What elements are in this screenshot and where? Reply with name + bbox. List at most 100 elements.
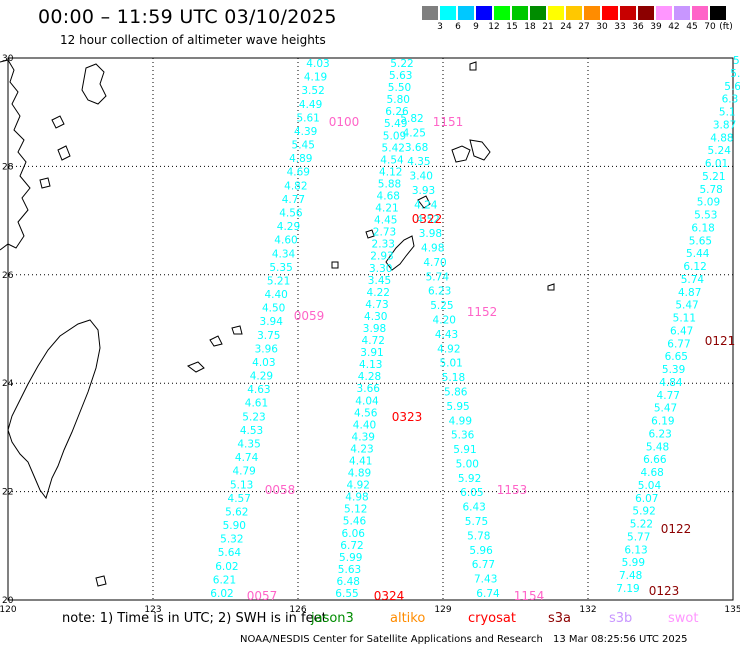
swh-value: 4.92 <box>437 343 460 355</box>
swh-value: 4.60 <box>274 235 297 247</box>
swh-value: 4.54 <box>380 154 404 166</box>
swh-value: 5.44 <box>686 248 710 260</box>
swh-value: 4.03 <box>306 58 329 70</box>
swh-value: 5.21 <box>267 275 290 287</box>
swh-value: 5.63 <box>338 564 361 576</box>
swh-value: 4.03 <box>252 357 275 369</box>
swh-value: 5.92 <box>632 506 655 518</box>
island-sw <box>95 575 107 587</box>
swh-value: 3.52 <box>301 85 324 97</box>
map-grid <box>7 57 734 601</box>
swh-value: 5.23 <box>242 411 265 423</box>
pass-time-label: 1152 <box>467 305 498 319</box>
legend-label: 42 <box>668 22 680 32</box>
lat-tick-label: 30 <box>2 54 14 64</box>
swh-value: 5.12 <box>344 504 367 516</box>
lat-tick-label: 26 <box>2 271 14 281</box>
swh-value: 6.23 <box>428 286 451 298</box>
legend-label: 12 <box>488 22 500 32</box>
swh-value: 5. <box>730 68 740 80</box>
swh-value: 5.63 <box>389 70 412 82</box>
amami-coastline <box>417 195 431 209</box>
swh-value: 5.00 <box>456 458 479 470</box>
swh-value: 3.87 <box>713 119 736 131</box>
swh-value: 4.35 <box>237 439 260 451</box>
swh-value: 6.48 <box>337 576 360 588</box>
swh-value: 4.41 <box>349 456 372 468</box>
island-small-1 <box>51 115 65 129</box>
swh-value: 5.35 <box>269 262 292 274</box>
satellite-label-s3b: s3b <box>609 611 633 626</box>
pass-time-label: 0323 <box>392 410 423 424</box>
swh-value: 6.43 <box>462 502 485 514</box>
legend-label: 3 <box>437 22 443 32</box>
swh-value: 2.33 <box>372 239 395 251</box>
taiwan-coastline <box>7 319 101 500</box>
pass-time-label: 0057 <box>247 589 278 603</box>
lat-tick-label: 20 <box>2 596 14 606</box>
swh-value: 4.04 <box>355 395 379 407</box>
swh-value: 5.74 <box>426 271 450 283</box>
swh-value: 6.74 <box>476 588 500 600</box>
legend-swatch <box>710 6 726 20</box>
swh-value: 6.55 <box>335 588 358 600</box>
legend-swatch <box>620 6 636 20</box>
swh-value: 5.61 <box>296 112 319 124</box>
legend-swatch <box>440 6 456 20</box>
pass-time-label: 0324 <box>374 589 405 603</box>
swh-value: 4.20 <box>433 315 456 327</box>
legend-unit: (ft) <box>719 22 733 32</box>
swh-value: 5.80 <box>387 94 410 106</box>
swh-value: 5.47 <box>675 300 698 312</box>
swh-value: 6.13 <box>624 544 647 556</box>
swh-value: 6.72 <box>340 540 363 552</box>
swh-value: 4.21 <box>375 203 398 215</box>
swh-value: 4.77 <box>282 194 305 206</box>
swh-value: 4.40 <box>264 289 287 301</box>
swh-value: 2.73 <box>373 227 396 239</box>
swh-value: 5.18 <box>442 372 465 384</box>
legend-swatch <box>530 6 546 20</box>
legend-swatch <box>656 6 672 20</box>
swh-value: 4.88 <box>710 132 733 144</box>
swh-value: 7.43 <box>474 574 497 586</box>
legend-swatch <box>458 6 474 20</box>
pass-time-label: 0100 <box>329 115 360 129</box>
swh-value: 3.66 <box>357 383 381 395</box>
credit-line: NOAA/NESDIS Center for Satellite Applica… <box>240 634 543 645</box>
okinawa-coastline <box>385 235 415 271</box>
altimeter-tracks: 4.034.193.524.495.614.395.454.894.694.82… <box>210 55 740 600</box>
axis-tick-labels: 120 123 126 129 132 135 30 28 26 24 22 20 <box>0 54 740 615</box>
swh-value: 4.25 <box>403 127 426 139</box>
map-frame <box>7 57 734 601</box>
island-small-2 <box>57 145 71 161</box>
swh-value: 4.40 <box>353 419 376 431</box>
yakushima-coastline <box>451 145 471 163</box>
swh-value: 4.28 <box>358 371 381 383</box>
swh-value: 5.78 <box>699 184 722 196</box>
swh-value: 4.45 <box>374 215 397 227</box>
island-small-3 <box>39 177 51 189</box>
satellite-label-altiko: altiko <box>390 611 426 626</box>
legend-label: 21 <box>542 22 554 32</box>
kyushu-coastline <box>469 139 491 161</box>
swh-value: 4.34 <box>272 248 296 260</box>
swh-value: 4.68 <box>640 467 663 479</box>
swh-value: 2.93 <box>370 251 393 263</box>
lon-tick-label: 126 <box>289 605 306 615</box>
swh-value: 4.69 <box>287 167 310 179</box>
swh-value: 4.13 <box>359 359 382 371</box>
swh-value: 4.19 <box>304 72 327 84</box>
swh-value: 4.79 <box>232 466 255 478</box>
swh-value: 6.3 <box>722 94 739 106</box>
swh-value: 4.92 <box>347 480 370 492</box>
swh-value: 6.47 <box>670 325 693 337</box>
pass-time-label: 0322 <box>412 212 443 226</box>
swh-value: 4.68 <box>377 191 400 203</box>
swh-value: 6.12 <box>683 261 706 273</box>
swh-value: 5.90 <box>223 520 246 532</box>
swh-value: 4.89 <box>289 153 312 165</box>
footer-note: note: 1) Time is in UTC; 2) SWH is in fe… <box>62 611 327 626</box>
swh-value: 5.99 <box>339 552 362 564</box>
